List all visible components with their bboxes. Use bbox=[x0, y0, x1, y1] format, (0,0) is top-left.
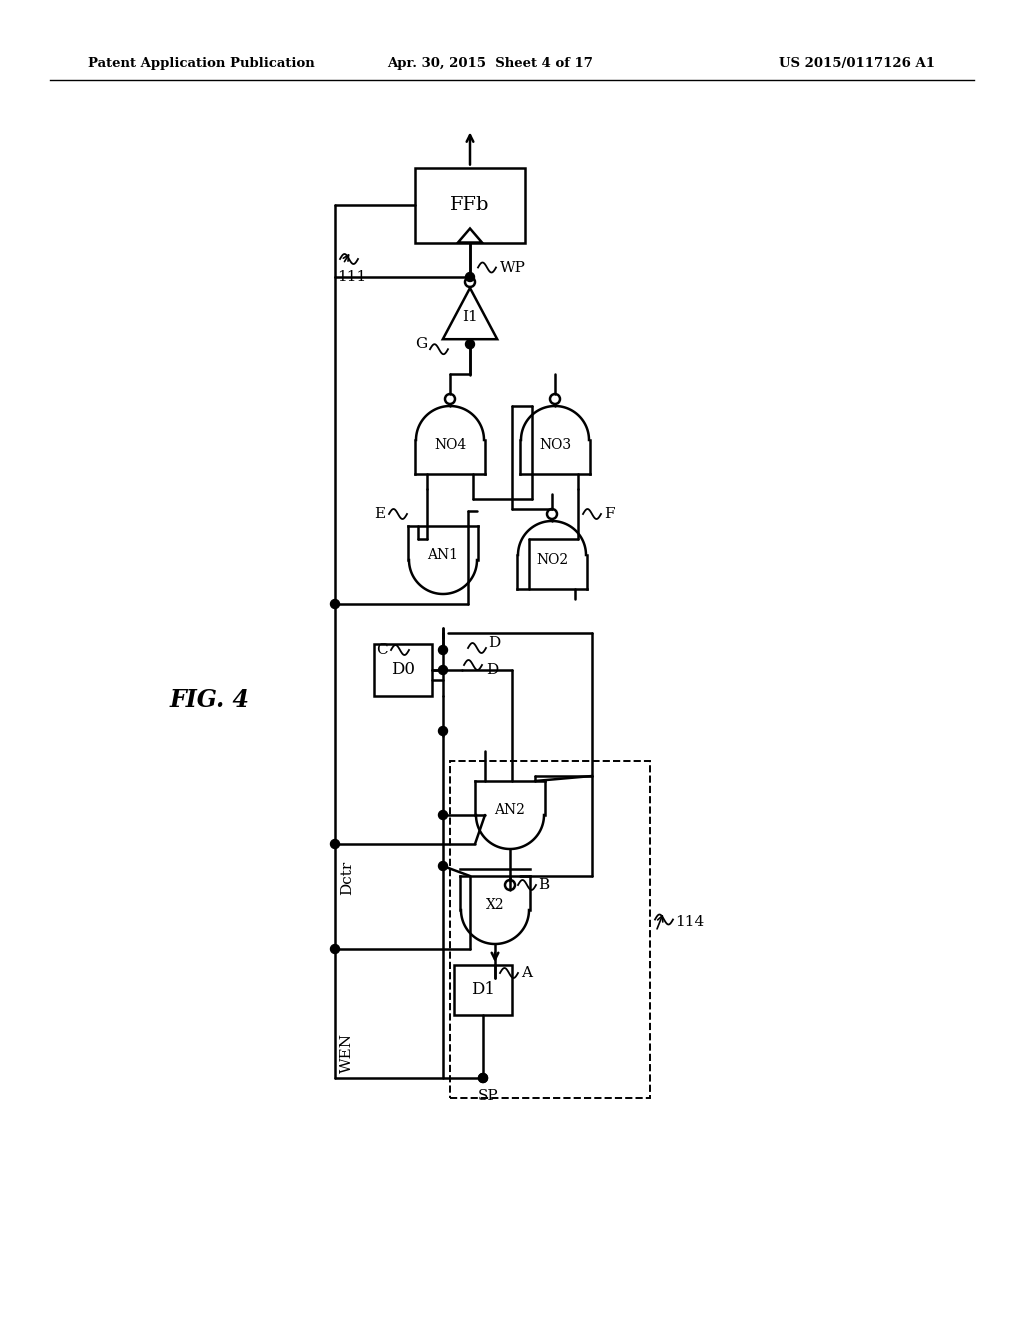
Text: FFb: FFb bbox=[451, 195, 489, 214]
Text: D0: D0 bbox=[391, 661, 415, 678]
Bar bbox=[450, 762, 650, 1098]
Text: C: C bbox=[377, 643, 388, 657]
Circle shape bbox=[438, 645, 447, 655]
Text: 114: 114 bbox=[675, 915, 705, 928]
Text: G: G bbox=[415, 337, 427, 351]
Text: NO2: NO2 bbox=[536, 553, 568, 568]
Text: AN2: AN2 bbox=[495, 803, 525, 817]
Text: X2: X2 bbox=[485, 898, 504, 912]
Text: D: D bbox=[486, 663, 499, 677]
Text: NO3: NO3 bbox=[539, 438, 571, 451]
Text: F: F bbox=[604, 507, 614, 521]
Circle shape bbox=[438, 726, 447, 735]
Text: WEN: WEN bbox=[340, 1034, 354, 1073]
Circle shape bbox=[478, 1073, 487, 1082]
Text: Patent Application Publication: Patent Application Publication bbox=[88, 57, 314, 70]
Text: AN1: AN1 bbox=[427, 548, 459, 562]
Text: WP: WP bbox=[500, 260, 526, 275]
Circle shape bbox=[438, 862, 447, 870]
Text: NO4: NO4 bbox=[434, 438, 466, 451]
Bar bbox=[374, 644, 432, 696]
Circle shape bbox=[466, 272, 474, 281]
Text: D1: D1 bbox=[471, 982, 495, 998]
Text: FIG. 4: FIG. 4 bbox=[170, 688, 250, 711]
Circle shape bbox=[438, 810, 447, 820]
Circle shape bbox=[478, 1073, 487, 1082]
Text: Apr. 30, 2015  Sheet 4 of 17: Apr. 30, 2015 Sheet 4 of 17 bbox=[387, 57, 593, 70]
Text: US 2015/0117126 A1: US 2015/0117126 A1 bbox=[779, 57, 935, 70]
Text: 111: 111 bbox=[337, 271, 367, 284]
Text: A: A bbox=[521, 966, 532, 979]
Text: I1: I1 bbox=[462, 310, 478, 323]
Circle shape bbox=[331, 599, 340, 609]
Text: SP: SP bbox=[477, 1089, 499, 1104]
Text: B: B bbox=[538, 878, 549, 892]
Text: D: D bbox=[488, 636, 501, 649]
Text: Dctr: Dctr bbox=[340, 861, 354, 895]
Circle shape bbox=[331, 945, 340, 953]
Circle shape bbox=[466, 339, 474, 348]
Circle shape bbox=[331, 840, 340, 849]
Text: E: E bbox=[374, 507, 385, 521]
Bar bbox=[415, 168, 525, 243]
Bar bbox=[454, 965, 512, 1015]
Circle shape bbox=[438, 665, 447, 675]
